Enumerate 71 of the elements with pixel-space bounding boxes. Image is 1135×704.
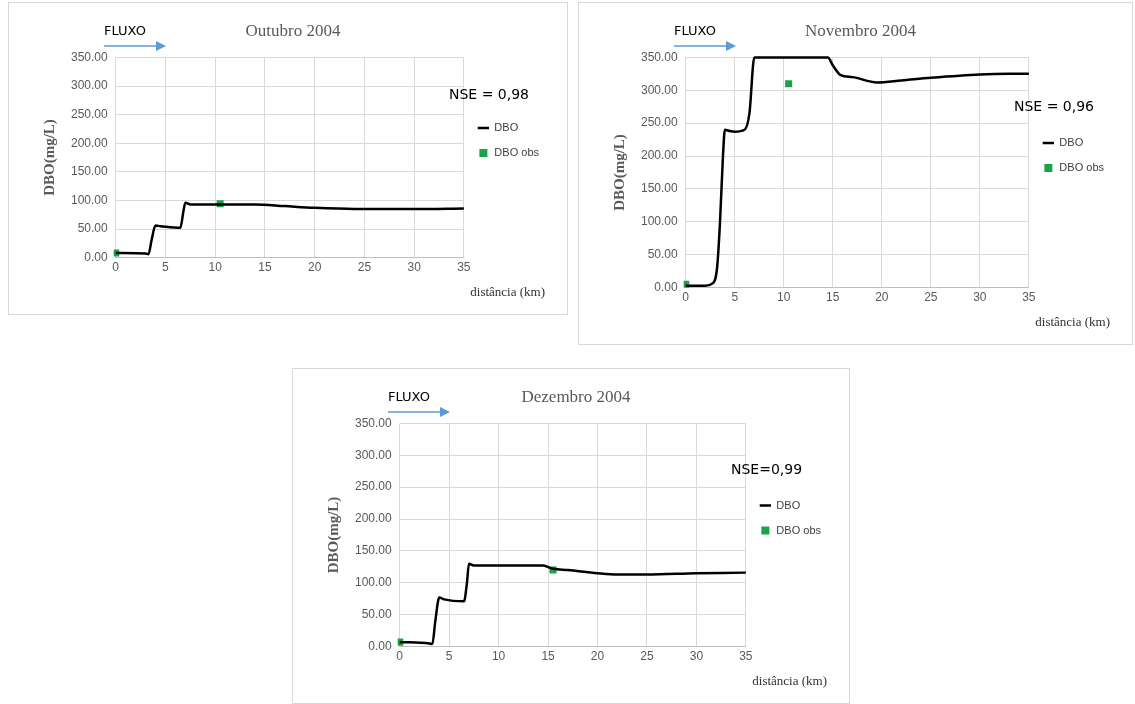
y-tick-label: 150.00: [641, 181, 679, 196]
x-axis-title: distância (km): [1035, 314, 1110, 330]
x-tick-label: 25: [357, 260, 372, 275]
x-tick-label: 30: [689, 649, 704, 664]
text: FLUXO: [104, 23, 146, 38]
text: FLUXO: [388, 389, 430, 404]
x-tick-label: 10: [777, 290, 791, 305]
y-tick-label: 150.00: [355, 543, 393, 558]
x-axis-title: distância (km): [752, 673, 827, 689]
legend-label: DBO: [776, 498, 801, 511]
y-tick-label: 200.00: [71, 135, 109, 150]
y-tick-label: 350.00: [641, 49, 679, 64]
x-tick-label: 0: [112, 260, 120, 275]
annotation: NSE = 0,96: [1014, 98, 1095, 114]
legend-label: DBO obs: [494, 146, 540, 159]
y-tick-label: 0.00: [84, 249, 109, 264]
x-tick-label: 0: [396, 649, 404, 664]
legend-label: DBO: [1059, 136, 1084, 149]
chart-title: Outubro 2004: [245, 20, 341, 40]
line-series: [398, 562, 748, 646]
y-tick-label: 100.00: [71, 192, 109, 207]
legend-label: DBO obs: [776, 523, 822, 536]
legend-label: DBO obs: [1059, 161, 1105, 174]
y-tick-label: 250.00: [71, 106, 109, 121]
x-axis-title: distância (km): [470, 284, 545, 300]
x-tick-label: 15: [826, 290, 840, 305]
chart-title: Novembro 2004: [805, 20, 917, 40]
x-tick-label: 25: [640, 649, 654, 664]
legend-label: DBO: [494, 121, 519, 134]
y-tick-label: 0.00: [368, 638, 393, 653]
y-tick-label: 0.00: [654, 279, 679, 294]
y-axis-title: DBO(mg/L): [40, 119, 58, 196]
x-tick-label: 30: [407, 260, 422, 275]
annotation: NSE=0,99: [731, 461, 803, 477]
y-tick-label: 300.00: [641, 82, 679, 97]
x-tick-label: 15: [541, 649, 556, 664]
y-tick-label: 300.00: [71, 78, 109, 93]
x-tick-label: 10: [208, 260, 223, 275]
x-tick-label: 25: [924, 290, 938, 305]
x-tick-label: 5: [162, 260, 170, 275]
x-tick-label: 20: [875, 290, 889, 305]
y-tick-label: 250.00: [355, 479, 393, 494]
y-tick-label: 150.00: [71, 164, 109, 179]
y-tick-label: 200.00: [641, 148, 679, 163]
y-tick-label: 50.00: [647, 247, 679, 262]
x-tick-label: 5: [731, 290, 739, 305]
y-tick-label: 100.00: [641, 214, 679, 229]
x-tick-label: 30: [973, 290, 987, 305]
y-tick-label: 50.00: [77, 221, 109, 236]
x-tick-label: 20: [590, 649, 605, 664]
y-tick-label: 350.00: [355, 415, 393, 430]
x-tick-label: 5: [445, 649, 453, 664]
y-tick-label: 100.00: [355, 575, 393, 590]
x-tick-label: 20: [307, 260, 322, 275]
line-series: [114, 201, 466, 256]
y-tick-label: 250.00: [641, 115, 679, 130]
y-tick-label: 50.00: [361, 607, 393, 622]
annotation: NSE = 0,98: [449, 86, 530, 102]
y-tick-label: 200.00: [355, 511, 393, 526]
x-tick-label: 35: [1022, 290, 1036, 305]
y-tick-label: 300.00: [355, 447, 393, 462]
chart-title: Dezembro 2004: [521, 386, 632, 406]
x-tick-label: 10: [491, 649, 506, 664]
x-tick-label: 35: [457, 260, 471, 275]
text: FLUXO: [674, 23, 716, 38]
x-tick-label: 0: [682, 290, 690, 305]
y-axis-title: DBO(mg/L): [324, 496, 342, 574]
x-tick-label: 35: [739, 649, 753, 664]
x-tick-label: 15: [258, 260, 272, 275]
y-axis-title: DBO(mg/L): [610, 134, 628, 211]
y-tick-label: 350.00: [71, 49, 109, 64]
